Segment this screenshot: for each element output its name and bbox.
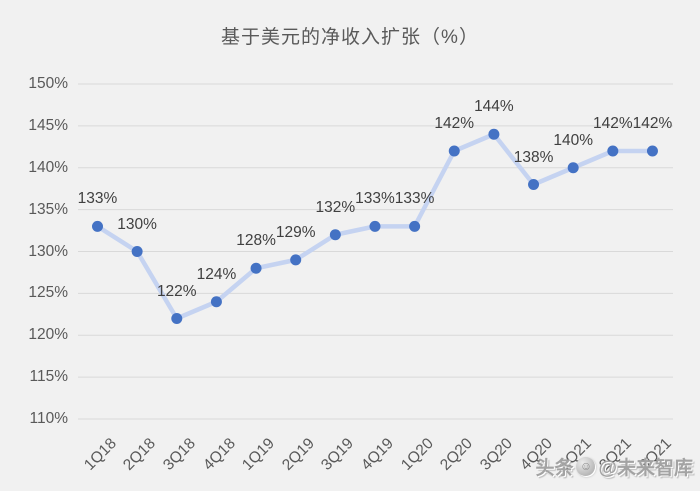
y-tick-label: 145%	[28, 116, 68, 134]
watermark-prefix: 头条	[535, 458, 574, 479]
y-tick-label: 150%	[28, 75, 68, 92]
data-point-label: 144%	[474, 98, 514, 116]
data-point	[250, 262, 262, 274]
data-point-label: 142%	[434, 115, 475, 132]
data-point	[488, 128, 500, 140]
y-tick-label: 125%	[28, 284, 68, 302]
data-point-label: 142%	[632, 115, 673, 132]
data-point-label: 138%	[513, 148, 554, 166]
data-point-label: 122%	[156, 282, 197, 300]
watermark-avatar-icon: ☺	[576, 457, 596, 476]
y-tick-label: 115%	[29, 368, 69, 386]
data-point	[92, 220, 103, 232]
data-point	[290, 254, 302, 266]
data-point	[567, 162, 579, 174]
data-point	[329, 229, 341, 241]
watermark-handle: @未来智库	[598, 458, 693, 479]
data-point	[369, 220, 381, 232]
data-point	[607, 145, 619, 157]
y-tick-label: 120%	[28, 326, 68, 344]
chart-title: 基于美元的净收入扩张（%）	[221, 27, 479, 48]
data-point-label: 133%	[355, 190, 395, 208]
y-tick-label: 110%	[29, 410, 69, 427]
data-point-label: 130%	[117, 215, 157, 233]
y-tick-label: 135%	[28, 200, 68, 218]
data-point-label: 129%	[275, 223, 316, 241]
data-point-label: 142%	[592, 115, 633, 132]
data-point	[528, 179, 540, 190]
data-point	[210, 296, 222, 308]
data-point-label: 132%	[315, 198, 356, 216]
watermark: 头条 ☺ @未来智库	[535, 453, 693, 480]
data-point	[171, 313, 183, 324]
data-point-label: 128%	[236, 232, 276, 250]
data-point	[131, 246, 143, 257]
data-point-label: 133%	[77, 190, 118, 208]
data-point	[409, 220, 421, 232]
data-point-label: 133%	[394, 190, 435, 208]
data-point	[646, 145, 658, 157]
y-tick-label: 130%	[28, 242, 68, 260]
data-point-label: 124%	[196, 265, 237, 283]
data-point	[448, 145, 460, 157]
data-point-label: 140%	[553, 131, 593, 149]
y-tick-label: 140%	[28, 158, 68, 176]
